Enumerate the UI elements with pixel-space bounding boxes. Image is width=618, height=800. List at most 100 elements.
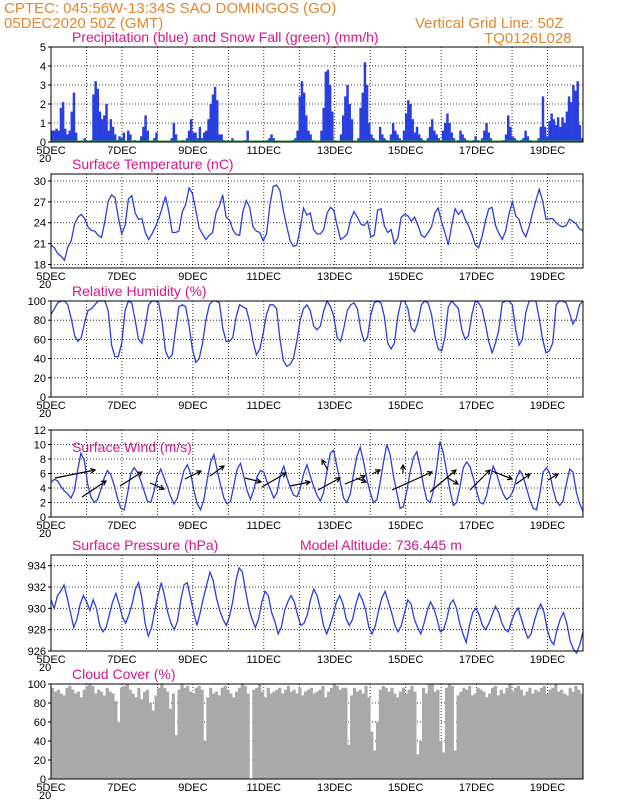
precip-bar xyxy=(391,123,395,142)
wind-arrow xyxy=(244,477,263,484)
temp-series-line xyxy=(50,184,584,262)
precip-bar xyxy=(567,96,571,142)
x-tick-label: 11DEC xyxy=(246,520,281,532)
x-tick-label: 17DEC xyxy=(459,271,495,283)
x-year-label: 20 xyxy=(39,153,51,165)
cloud-bar xyxy=(229,693,233,779)
wind-arrow xyxy=(149,482,166,491)
wind-arrow xyxy=(371,469,382,475)
wind-arrow-head xyxy=(321,458,327,466)
precip-bar xyxy=(200,138,204,142)
precip-bar xyxy=(480,138,484,142)
wind-arrow-shaft xyxy=(81,480,107,498)
cloud-bar xyxy=(283,689,288,779)
y-tick-label: 5 xyxy=(40,42,46,54)
precip-bar xyxy=(448,123,451,142)
wind-arrow xyxy=(184,470,203,480)
precip-bar xyxy=(407,100,410,142)
rh-series-line xyxy=(50,299,584,368)
precip-bar xyxy=(107,130,110,142)
cloud-bar xyxy=(212,693,216,779)
cloud-bar xyxy=(424,693,429,779)
cloud-bar xyxy=(398,691,403,779)
precip-bar xyxy=(563,123,566,142)
cloud-bar xyxy=(85,685,89,779)
cloud-bar xyxy=(355,691,359,779)
cloud-bar xyxy=(462,687,466,779)
cloud-bar xyxy=(338,689,342,779)
y-tick-label: 18 xyxy=(34,260,46,272)
precip-bar xyxy=(203,132,206,142)
cloud-bar xyxy=(145,689,150,779)
precip-bar xyxy=(144,115,147,142)
x-tick-label: 15DEC xyxy=(388,400,424,412)
cloud-bar xyxy=(174,735,178,779)
y-tick-label: 0 xyxy=(40,774,46,786)
x-tick-label: 7DEC xyxy=(107,520,136,532)
precip-bar xyxy=(196,138,199,142)
precip-bar xyxy=(511,136,514,142)
cloud-bar xyxy=(456,695,460,779)
precip-bar xyxy=(302,92,306,142)
header-station: CPTEC: 045:56W-13:34S SAO DOMINGOS (GO) xyxy=(4,0,337,17)
cloud-bar xyxy=(217,695,221,779)
precip-bar xyxy=(396,134,399,142)
precip-bar xyxy=(322,107,325,142)
precip-bar xyxy=(300,81,304,142)
precip-bar xyxy=(231,138,234,142)
cloud-bar xyxy=(76,691,81,779)
cloud-bar xyxy=(157,687,161,779)
cloud-bar xyxy=(306,689,311,779)
wind-arrow xyxy=(355,477,368,484)
cloud-bar xyxy=(459,691,463,779)
precip-bar xyxy=(411,119,414,142)
cloud-bar xyxy=(183,687,187,779)
header-grid-note: Vertical Grid Line: 50Z xyxy=(415,15,564,32)
x-tick-label: 9DEC xyxy=(178,145,207,157)
cloud-bar xyxy=(309,687,313,779)
x-tick-label: 11DEC xyxy=(246,654,281,666)
cloud-bar xyxy=(378,689,383,779)
cloud-bar xyxy=(301,695,305,779)
precip-bar xyxy=(272,138,275,142)
cloud-bar xyxy=(128,689,132,779)
precip-bar xyxy=(539,126,543,142)
cloud-bar xyxy=(105,687,109,779)
precip-bar xyxy=(548,121,551,142)
cloud-bar xyxy=(551,687,555,779)
precip-bar xyxy=(109,119,113,142)
precip-bar xyxy=(372,138,375,142)
cloud-bar xyxy=(381,685,385,779)
cloud-bar xyxy=(203,741,207,779)
precip-bar xyxy=(298,96,302,142)
rh-panel: 0 20 40 60 80 100 5DEC 7DEC 9DEC 11DEC 13DEC 15DEC 1… xyxy=(28,283,584,420)
precip-bar xyxy=(552,119,556,142)
x-tick-label: 19DEC xyxy=(530,145,566,157)
x-tick-label: 15DEC xyxy=(388,271,424,283)
cloud-bar xyxy=(542,685,546,779)
cloud-bar xyxy=(421,687,426,779)
precip-bar xyxy=(70,111,74,142)
precip-bar xyxy=(489,138,493,142)
wind-arrow-head xyxy=(452,479,460,485)
cloud-bar xyxy=(327,691,331,779)
precip-bar xyxy=(383,138,386,142)
precip-bar xyxy=(213,86,217,142)
wind-arrow xyxy=(261,472,288,488)
x-year-label: 20 xyxy=(39,662,51,674)
precip-bar xyxy=(307,130,310,142)
precip-bar xyxy=(398,138,401,142)
wind-arrow xyxy=(81,480,108,498)
precip-bar xyxy=(415,126,419,142)
precip-bar xyxy=(389,134,393,142)
precip-bar xyxy=(59,107,63,142)
y-tick-label: 20 xyxy=(34,755,46,767)
precip-bar xyxy=(83,138,87,142)
cloud-bar xyxy=(407,689,411,779)
wind-arrow-shaft xyxy=(491,470,513,480)
cloud-bar xyxy=(59,693,63,779)
precip-bar xyxy=(350,119,354,142)
precip-bar xyxy=(155,132,158,142)
cloud-bar xyxy=(373,750,377,779)
y-tick-label: 10 xyxy=(34,440,46,452)
